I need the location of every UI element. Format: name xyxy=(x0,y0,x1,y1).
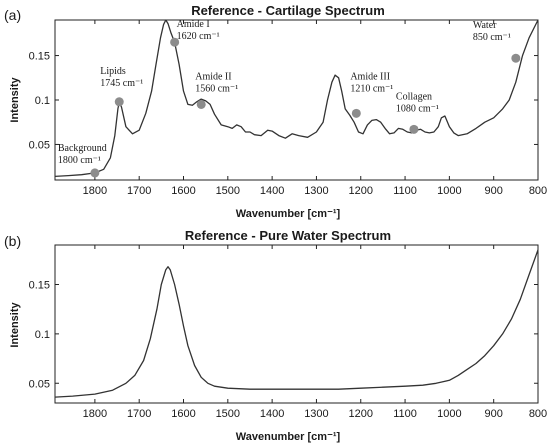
panel-a-ticks: 1800 1700 1600 1500 1400 1300 1200 1100 1000 900 8… xyxy=(29,20,547,197)
panel-a-annotation-marker xyxy=(409,124,419,134)
panel-b-x-tick-label: 1800 xyxy=(83,408,107,420)
panel-b-x-axis-label: Wavenumber [cm⁻¹] xyxy=(236,431,341,443)
panel-b-title: Reference - Pure Water Spectrum xyxy=(185,228,391,243)
panel-a-x-tick-label: 900 xyxy=(485,185,503,197)
panel-a-annotation-label: Lipids 1745 cm⁻¹ xyxy=(100,66,143,89)
panel-b-x-tick-label: 1100 xyxy=(393,408,417,420)
panel-a-annotation-label: Amide II 1560 cm⁻¹ xyxy=(195,71,238,94)
panel-a-spectrum-line xyxy=(54,19,539,178)
panel-b-y-tick-label: 0.1 xyxy=(35,329,50,341)
panel-b: (b) Reference - Pure Water Spectrum Inte… xyxy=(4,228,547,443)
panel-a-annotation-marker xyxy=(114,97,124,107)
panel-a-annotation-label: Collagen 1080 cm⁻¹ xyxy=(396,91,439,114)
panel-b-x-tick-label: 1600 xyxy=(171,408,195,420)
panel-a-annotation-label: Water 850 cm⁻¹ xyxy=(473,20,511,43)
panel-a: (a) Reference - Cartilage Spectrum Inten… xyxy=(4,3,547,220)
panel-a-x-axis-label: Wavenumber [cm⁻¹] xyxy=(236,208,341,220)
panel-a-x-tick-label: 1600 xyxy=(171,185,195,197)
panel-b-y-tick-label: 0.05 xyxy=(29,378,50,390)
panel-a-y-tick-label: 0.1 xyxy=(35,95,50,107)
panel-b-spectrum-line xyxy=(54,249,539,398)
panel-a-x-tick-label: 1800 xyxy=(83,185,107,197)
panel-a-x-tick-label: 1500 xyxy=(216,185,240,197)
panel-a-annotation-marker xyxy=(170,37,180,47)
panel-a-annotation-marker xyxy=(511,53,521,63)
panel-a-x-tick-label: 1300 xyxy=(304,185,328,197)
panel-a-annotation-label: Amide III 1210 cm⁻¹ xyxy=(350,71,393,94)
panel-a-y-tick-label: 0.05 xyxy=(29,139,50,151)
panel-b-x-tick-label: 1000 xyxy=(437,408,461,420)
panel-b-x-tick-label: 1200 xyxy=(349,408,373,420)
panel-a-y-axis-label: Intensity xyxy=(9,77,21,123)
panel-a-annotation-marker xyxy=(351,108,361,118)
panel-b-x-tick-label: 900 xyxy=(485,408,503,420)
panel-a-x-tick-label: 1200 xyxy=(349,185,373,197)
panel-a-annotation-label: Amide I 1620 cm⁻¹ xyxy=(177,19,220,42)
panel-a-x-tick-label: 1100 xyxy=(393,185,417,197)
panel-b-label: (b) xyxy=(4,233,21,249)
panel-b-x-tick-label: 1300 xyxy=(304,408,328,420)
panel-b-y-axis-label: Intensity xyxy=(9,302,21,348)
panel-a-annotation-marker xyxy=(90,168,100,178)
panel-b-ticks: 1800 1700 1600 1500 1400 1300 1200 1100 1000 900 8… xyxy=(29,245,547,420)
panel-b-x-tick-label: 800 xyxy=(529,408,547,420)
panel-a-y-tick-label: 0.15 xyxy=(29,51,50,63)
panel-a-x-tick-label: 1400 xyxy=(260,185,284,197)
panel-a-annotation-label: Background 1800 cm⁻¹ xyxy=(58,143,107,166)
panel-b-plot-frame xyxy=(54,244,539,404)
panel-a-x-tick-label: 1700 xyxy=(127,185,151,197)
panel-a-label: (a) xyxy=(4,7,21,23)
panel-a-x-tick-label: 800 xyxy=(529,185,547,197)
panel-b-y-tick-label: 0.15 xyxy=(29,280,50,292)
panel-a-annotation-marker xyxy=(196,99,206,109)
panel-b-x-tick-label: 1500 xyxy=(216,408,240,420)
panel-b-x-tick-label: 1700 xyxy=(127,408,151,420)
panel-b-x-tick-label: 1400 xyxy=(260,408,284,420)
panel-a-title: Reference - Cartilage Spectrum xyxy=(191,3,385,18)
panel-a-plot-frame xyxy=(54,19,539,181)
panel-a-x-tick-label: 1000 xyxy=(437,185,461,197)
panel-a-annotations: Background 1800 cm⁻¹ Lipids 1745 cm⁻¹ Amide … xyxy=(58,19,521,178)
